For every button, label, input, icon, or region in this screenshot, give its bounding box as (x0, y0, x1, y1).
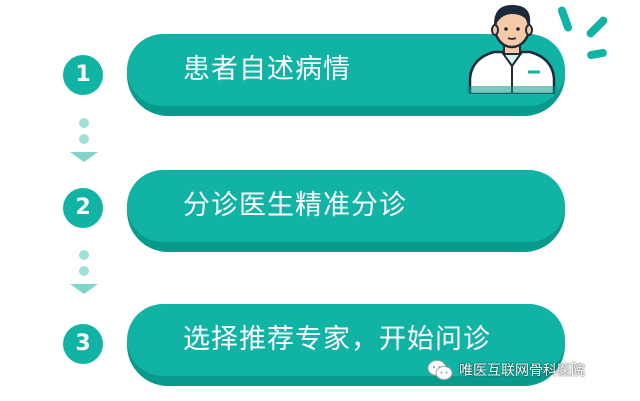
connector-arrow-icon (70, 152, 98, 162)
connector-dot (79, 134, 89, 144)
connector-dot (79, 118, 89, 128)
step-3-card: 选择推荐专家，开始问诊 (127, 304, 565, 386)
step-2-card: 分诊医生精准分诊 (127, 170, 565, 252)
watermark: 唯医互联网骨科医院 (427, 356, 585, 384)
step-2-number-badge: 2 (63, 188, 103, 228)
connector-dot (79, 250, 89, 260)
step-2-label: 分诊医生精准分诊 (183, 190, 407, 221)
wechat-icon (427, 360, 453, 380)
step-3-label: 选择推荐专家，开始问诊 (183, 324, 491, 355)
connector-dot (79, 266, 89, 276)
step-1-label: 患者自述病情 (183, 54, 351, 85)
step-3-number-badge: 3 (63, 324, 103, 364)
doctor-icon (466, 4, 558, 94)
watermark-text: 唯医互联网骨科医院 (459, 363, 585, 379)
step-connector-1 (70, 118, 98, 168)
step-connector-2 (70, 250, 98, 300)
connector-arrow-icon (70, 284, 98, 294)
step-1-number-badge: 1 (63, 55, 103, 95)
attention-rays-icon (557, 6, 608, 60)
